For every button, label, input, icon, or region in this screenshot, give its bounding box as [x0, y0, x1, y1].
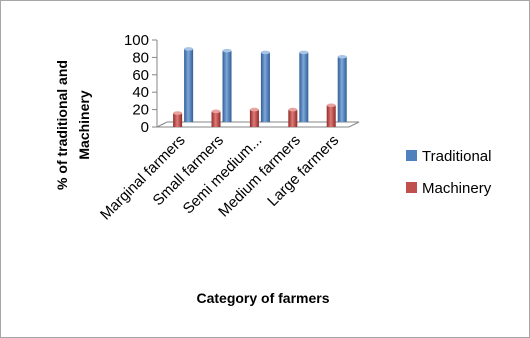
y-tick-label: 60 — [132, 67, 149, 84]
y-tick-label: 80 — [132, 49, 149, 66]
bar-top-machinery-1 — [211, 109, 221, 114]
y-tick-label: 20 — [132, 102, 149, 119]
bar-top-machinery-2 — [249, 107, 259, 112]
bar-machinery-1 — [211, 111, 221, 127]
y-tick-label: 100 — [124, 32, 149, 49]
legend-swatch-machinery — [406, 182, 417, 193]
bar-top-traditional-2 — [260, 50, 270, 55]
bar-top-machinery-3 — [288, 107, 298, 112]
y-axis-title-line2: Machinery — [76, 90, 92, 159]
bar-machinery-2 — [249, 109, 259, 127]
bar-machinery-0 — [173, 113, 183, 127]
bar-machinery-3 — [288, 109, 298, 127]
bar-machinery-4 — [326, 105, 336, 127]
bar-traditional-1 — [222, 50, 232, 122]
legend: Traditional Machinery — [406, 148, 492, 197]
bar-top-machinery-4 — [326, 103, 336, 108]
bar-traditional-0 — [184, 48, 194, 122]
bar-top-traditional-0 — [184, 47, 194, 51]
y-tick-label: 0 — [141, 119, 149, 136]
bar-top-traditional-4 — [337, 54, 347, 59]
bar-top-traditional-1 — [222, 48, 232, 53]
legend-label-traditional: Traditional — [422, 148, 491, 165]
legend-swatch-traditional — [406, 150, 417, 161]
legend-label-machinery: Machinery — [422, 180, 492, 197]
y-tick-label: 40 — [132, 84, 149, 101]
y-axis-title-line1: % of traditional and — [54, 60, 70, 190]
bar-traditional-4 — [337, 56, 347, 122]
bar-traditional-2 — [260, 52, 270, 122]
bar-traditional-3 — [299, 52, 309, 122]
x-axis-title: Category of farmers — [196, 290, 329, 306]
bar-top-machinery-0 — [173, 111, 183, 115]
bar-top-traditional-3 — [299, 50, 309, 55]
